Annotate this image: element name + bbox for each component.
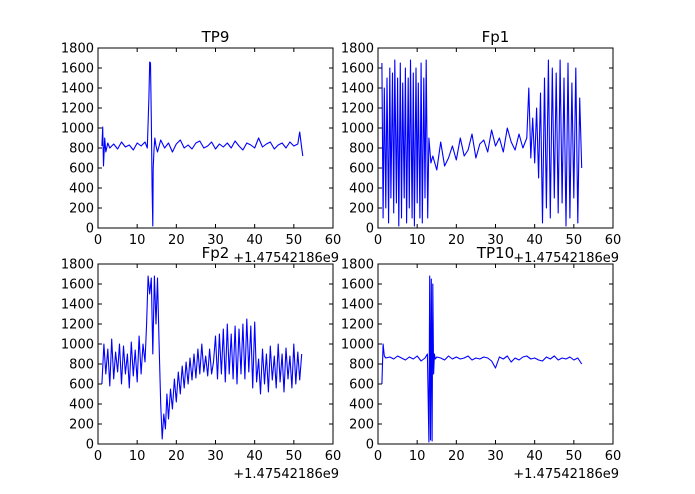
y-tick-label-fp1: 1000 xyxy=(341,122,374,137)
y-tick-label-fp2: 1000 xyxy=(61,338,94,353)
y-tick-label-fp1: 600 xyxy=(349,162,374,177)
y-tick-label-tp10: 1200 xyxy=(341,318,374,333)
y-tick-label-fp2: 1200 xyxy=(61,318,94,333)
x-tick-label-fp1: 30 xyxy=(487,233,504,248)
y-tick-label-tp10: 400 xyxy=(349,398,374,413)
y-tick-label-tp9: 200 xyxy=(69,202,94,217)
y-tick-label-tp9: 400 xyxy=(69,182,94,197)
y-tick-label-fp1: 200 xyxy=(349,202,374,217)
y-tick-label-tp9: 0 xyxy=(86,222,94,237)
y-tick-label-fp2: 400 xyxy=(69,398,94,413)
y-tick-label-tp9: 1000 xyxy=(61,122,94,137)
y-tick-label-tp9: 1800 xyxy=(61,42,94,57)
y-tick-label-tp9: 600 xyxy=(69,162,94,177)
x-tick-label-fp2: 0 xyxy=(94,449,102,464)
y-tick-label-tp10: 200 xyxy=(349,418,374,433)
x-tick-label-tp10: 10 xyxy=(409,449,426,464)
x-tick-label-fp2: 50 xyxy=(286,449,303,464)
y-tick-label-tp10: 1800 xyxy=(341,258,374,273)
panel-tp9: 0 10 20 30 40 50 60020040060080010001200140016… xyxy=(61,28,341,266)
y-tick-label-fp2: 600 xyxy=(69,378,94,393)
y-tick-label-fp1: 1600 xyxy=(341,62,374,77)
x-tick-label-tp9: 10 xyxy=(129,233,146,248)
y-tick-label-tp9: 1400 xyxy=(61,82,94,97)
x-offset-label-tp9: +1.47542186e9 xyxy=(233,251,339,266)
axes-frame-tp9 xyxy=(97,47,334,229)
x-tick-label-fp1: 20 xyxy=(448,233,465,248)
y-tick-label-fp1: 1200 xyxy=(341,102,374,117)
y-tick-label-fp1: 800 xyxy=(349,142,374,157)
x-offset-label-fp2: +1.47542186e9 xyxy=(233,467,339,482)
y-tick-label-tp10: 600 xyxy=(349,378,374,393)
y-tick-label-tp10: 1000 xyxy=(341,338,374,353)
y-tick-label-fp1: 0 xyxy=(366,222,374,237)
y-tick-label-fp1: 400 xyxy=(349,182,374,197)
y-tick-label-fp2: 200 xyxy=(69,418,94,433)
series-line-tp9 xyxy=(101,61,304,227)
x-tick-label-fp1: 40 xyxy=(526,233,543,248)
x-offset-label-tp10: +1.47542186e9 xyxy=(513,467,619,482)
chart-title-tp10: TP10 xyxy=(476,244,514,262)
x-tick-label-tp9: 30 xyxy=(207,233,224,248)
y-tick-label-fp2: 1600 xyxy=(61,278,94,293)
panel-tp10: 0 10 20 30 40 50 60020040060080010001200140016… xyxy=(341,244,621,482)
chart-title-tp9: TP9 xyxy=(201,28,230,46)
y-tick-label-tp10: 0 xyxy=(366,438,374,453)
x-tick-label-fp1: 50 xyxy=(566,233,583,248)
x-tick-label-tp10: 0 xyxy=(374,449,382,464)
x-tick-label-tp10: 50 xyxy=(566,449,583,464)
x-tick-label-tp10: 60 xyxy=(605,449,622,464)
y-tick-label-tp9: 1600 xyxy=(61,62,94,77)
x-tick-label-fp2: 60 xyxy=(325,449,342,464)
y-tick-label-tp10: 1600 xyxy=(341,278,374,293)
y-tick-label-tp10: 1400 xyxy=(341,298,374,313)
series-line-tp10 xyxy=(381,275,583,443)
y-tick-label-fp2: 1400 xyxy=(61,298,94,313)
y-tick-label-tp10: 800 xyxy=(349,358,374,373)
y-tick-label-fp2: 1800 xyxy=(61,258,94,273)
x-tick-label-tp9: 50 xyxy=(286,233,303,248)
x-tick-label-tp9: 60 xyxy=(325,233,342,248)
x-tick-label-fp2: 10 xyxy=(129,449,146,464)
x-tick-label-tp9: 0 xyxy=(94,233,102,248)
y-tick-label-fp1: 1800 xyxy=(341,42,374,57)
series-line-fp1 xyxy=(381,59,583,227)
x-tick-label-fp2: 40 xyxy=(246,449,263,464)
x-tick-label-fp1: 0 xyxy=(374,233,382,248)
x-tick-label-tp10: 40 xyxy=(526,449,543,464)
x-tick-label-tp10: 30 xyxy=(487,449,504,464)
chart-title-fp2: Fp2 xyxy=(202,244,230,262)
series-line-fp2 xyxy=(101,275,303,440)
x-tick-label-tp9: 20 xyxy=(168,233,185,248)
x-tick-label-fp1: 10 xyxy=(409,233,426,248)
x-tick-label-tp9: 40 xyxy=(246,233,263,248)
x-tick-label-fp2: 20 xyxy=(168,449,185,464)
axes-frame-tp10 xyxy=(377,263,614,445)
x-tick-label-fp1: 60 xyxy=(605,233,622,248)
x-tick-label-tp10: 20 xyxy=(448,449,465,464)
panel-fp2: 0 10 20 30 40 50 60020040060080010001200140016… xyxy=(61,244,341,482)
y-tick-label-fp2: 800 xyxy=(69,358,94,373)
y-tick-label-tp9: 800 xyxy=(69,142,94,157)
panel-fp1: 0 10 20 30 40 50 60020040060080010001200140016… xyxy=(341,28,621,266)
y-tick-label-fp1: 1400 xyxy=(341,82,374,97)
y-tick-label-fp2: 0 xyxy=(86,438,94,453)
y-tick-label-tp9: 1200 xyxy=(61,102,94,117)
chart-title-fp1: Fp1 xyxy=(482,28,510,46)
x-offset-label-fp1: +1.47542186e9 xyxy=(513,251,619,266)
x-tick-label-fp2: 30 xyxy=(207,449,224,464)
